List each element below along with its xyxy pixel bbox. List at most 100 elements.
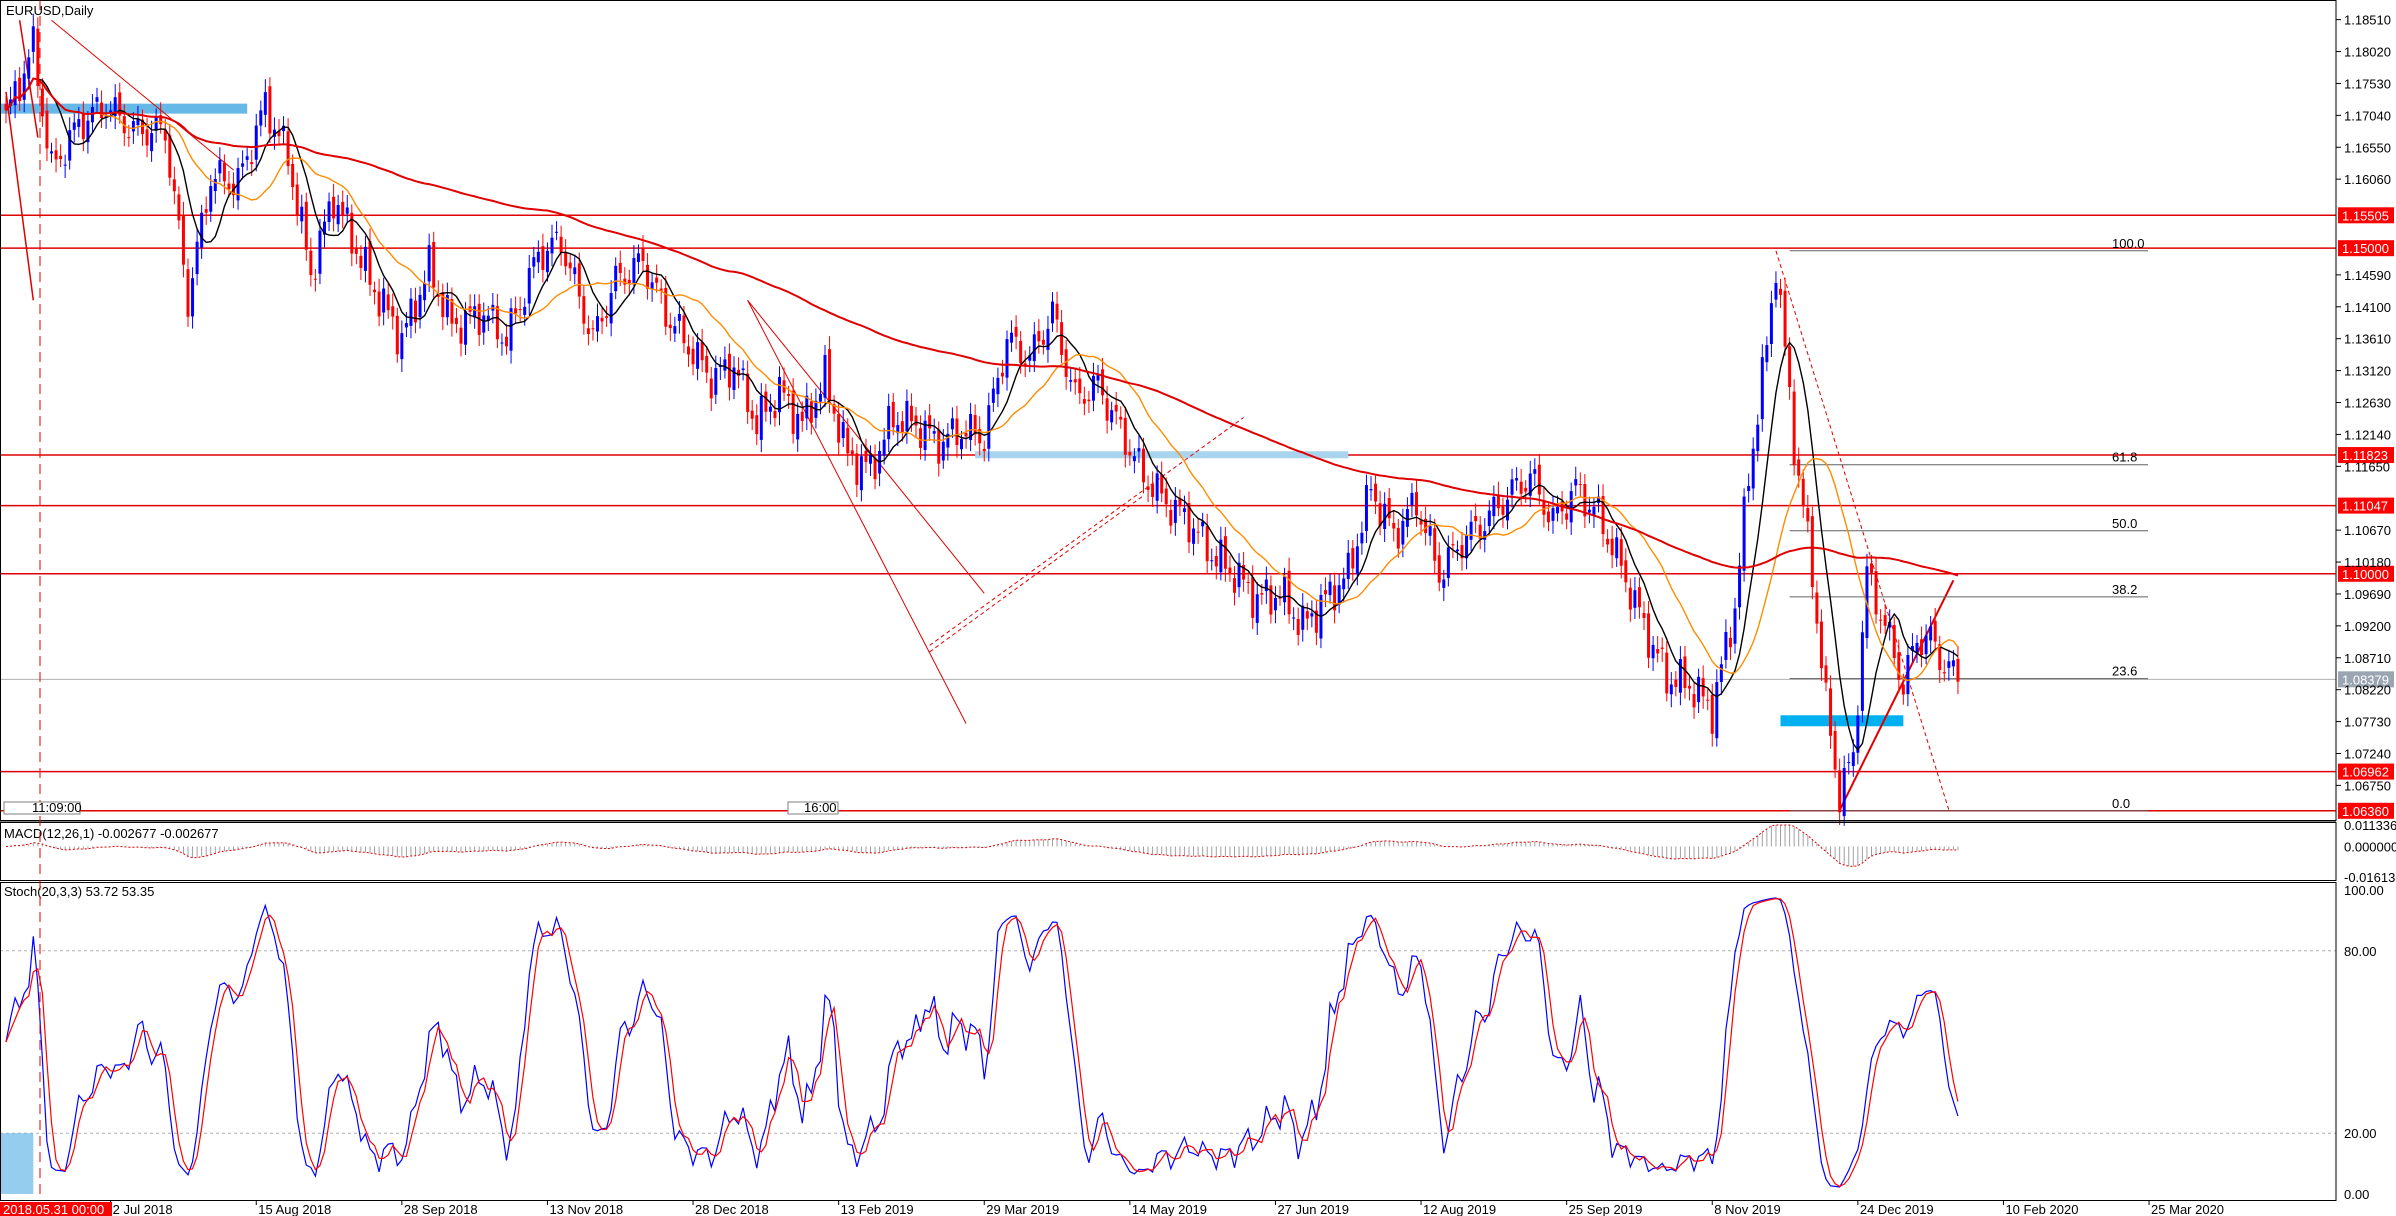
- candle-body: [1196, 531, 1200, 533]
- candle-body: [373, 289, 377, 293]
- candle-body: [1487, 510, 1491, 527]
- candle-body: [687, 346, 690, 355]
- candle-body: [1747, 486, 1751, 492]
- candle-body: [1460, 545, 1464, 559]
- candle-body: [159, 115, 163, 125]
- candle-body: [1910, 645, 1914, 651]
- candle-body: [109, 110, 113, 114]
- time-tick-3: 13 Nov 2018: [549, 1202, 623, 1216]
- time-tick-11: 8 Nov 2019: [1714, 1202, 1781, 1216]
- candle-body: [1801, 478, 1805, 507]
- main-pane[interactable]: 100.0 61.8 50.0 38.2 23.6 0.0 EURUSD,Daily: [0, 3, 2336, 826]
- candle-body: [586, 328, 590, 335]
- candle-body: [632, 258, 636, 284]
- candle-body: [1569, 491, 1573, 523]
- level-tag-0: 1.15505: [2342, 208, 2389, 223]
- stoch-pane: Stoch(20,3,3) 53.72 53.35: [0, 884, 2336, 1194]
- candle-body: [1656, 649, 1660, 654]
- candle-body: [1665, 652, 1669, 694]
- candle-body: [359, 255, 363, 268]
- candle-body: [855, 453, 859, 485]
- candle-body: [1096, 375, 1100, 381]
- candle-body: [13, 81, 17, 106]
- candle-body: [982, 448, 986, 452]
- candle-body: [941, 441, 945, 461]
- candle-body: [1105, 398, 1109, 421]
- candle-body: [282, 125, 286, 132]
- candle-body: [1251, 577, 1255, 618]
- price-tick-0: 1.18510: [2344, 13, 2391, 28]
- candle-body: [750, 410, 754, 419]
- candle-body: [1064, 349, 1068, 377]
- candle-body: [646, 264, 650, 289]
- candle-body: [195, 241, 199, 275]
- candle-body: [950, 418, 954, 430]
- candle-body: [350, 212, 354, 254]
- candle-body: [1364, 485, 1368, 532]
- candle-body: [1351, 548, 1355, 569]
- candle-body: [655, 277, 659, 283]
- candle-body: [978, 429, 982, 444]
- candle-body: [1542, 500, 1546, 515]
- candle-body: [773, 411, 777, 419]
- candle-body: [1123, 417, 1127, 455]
- candle-body: [1091, 375, 1095, 401]
- candle-body: [609, 293, 613, 324]
- candle-body: [1433, 528, 1437, 561]
- candle-body: [1906, 654, 1910, 695]
- price-tick-10: 1.12630: [2344, 396, 2391, 411]
- candle-body: [1710, 694, 1714, 734]
- candle-body: [1783, 290, 1787, 347]
- candle-body: [377, 291, 381, 317]
- candle-body: [1496, 494, 1500, 509]
- candle-body: [1610, 538, 1614, 556]
- candle-body: [1028, 355, 1032, 361]
- candle-body: [191, 278, 195, 317]
- candle-body: [181, 214, 185, 265]
- candle-body: [1037, 331, 1041, 342]
- candle-body: [1237, 562, 1241, 588]
- candle-body: [1155, 473, 1159, 501]
- candle-body: [1405, 509, 1409, 527]
- candle-body: [705, 355, 709, 373]
- candle-body: [1892, 625, 1896, 659]
- candle-body: [1383, 503, 1387, 530]
- candle-body: [837, 414, 841, 443]
- candle-body: [309, 250, 313, 276]
- candle-body: [318, 230, 322, 274]
- candle-body: [9, 99, 13, 106]
- candle-body: [1510, 479, 1514, 495]
- candle-body: [172, 179, 176, 192]
- candle-body: [368, 241, 372, 285]
- candle-body: [1697, 676, 1701, 703]
- candle-body: [1246, 581, 1250, 583]
- candle-body: [354, 248, 358, 254]
- candle-body: [1410, 492, 1414, 506]
- candle-body: [345, 207, 349, 214]
- level-tag-bg-5: [2338, 763, 2394, 780]
- candle-body: [500, 342, 504, 344]
- candle-body: [759, 395, 763, 440]
- candle-body: [1719, 664, 1723, 682]
- candle-body: [259, 110, 263, 126]
- fib-label-1: 61.8: [2112, 450, 2137, 465]
- candle-body: [1046, 328, 1050, 350]
- channel-up-dashed-upper: [929, 417, 1244, 646]
- stoch-tick-0: 100.00: [2344, 883, 2384, 898]
- candle-body: [1069, 380, 1073, 382]
- channel-left-a: [5, 91, 35, 301]
- candle-body: [1283, 576, 1287, 603]
- candle-body: [1051, 301, 1054, 324]
- candle-body: [1506, 499, 1509, 521]
- price-tick-14: 1.10180: [2344, 555, 2391, 570]
- candle-body: [691, 348, 695, 365]
- candle-body: [591, 328, 595, 330]
- channel-upper-long: [51, 19, 234, 171]
- candle-body: [286, 131, 290, 167]
- cursor-label-bg: [0, 1202, 112, 1216]
- candle-body: [336, 205, 340, 225]
- candle-body: [1938, 644, 1942, 670]
- candle-body: [1392, 522, 1396, 529]
- fibonacci-retracement[interactable]: 100.0 61.8 50.0 38.2 23.6 0.0: [1789, 236, 2148, 812]
